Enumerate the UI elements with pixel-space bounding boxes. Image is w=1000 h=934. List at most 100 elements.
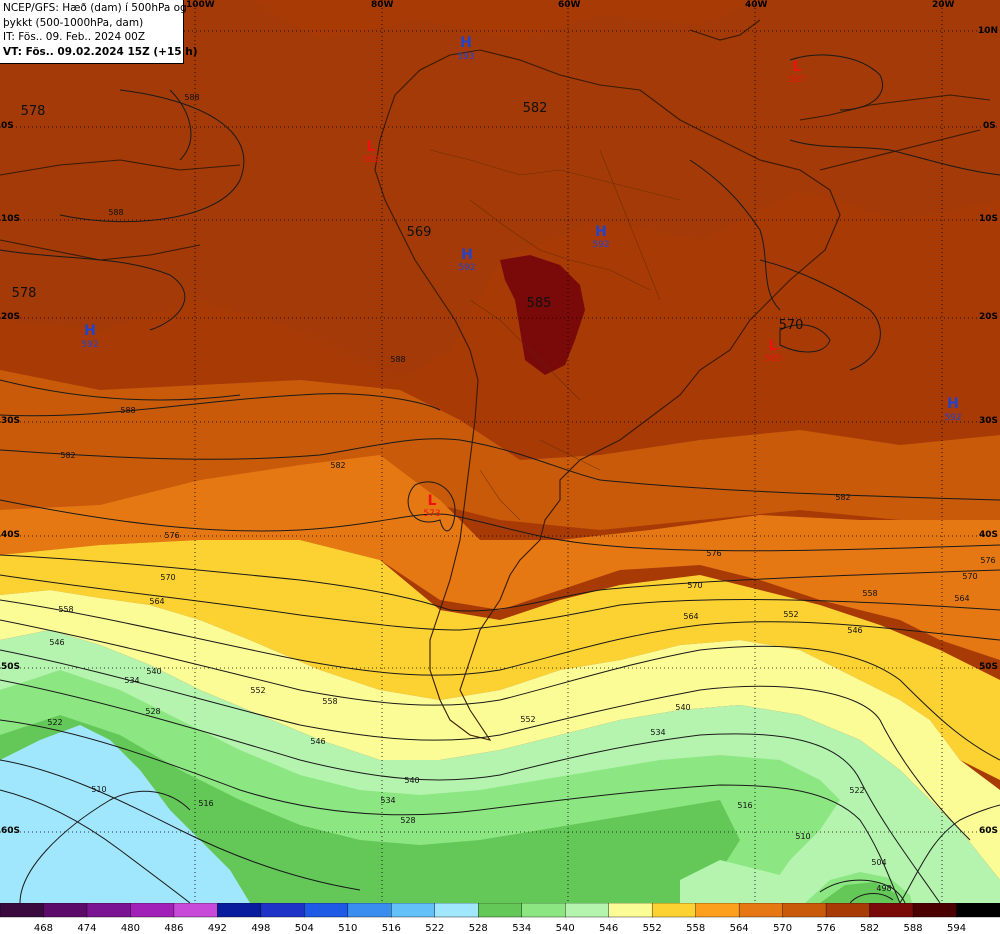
colorbar-swatch xyxy=(0,903,45,918)
contour-label: 522 xyxy=(849,786,864,795)
contour-label: 558 xyxy=(322,697,337,706)
lat-label: 20S xyxy=(1,312,21,322)
high-center-marker: H xyxy=(947,396,959,412)
valid-time: VT: Fös.. 09.02.2024 15Z (+15 h) xyxy=(3,45,198,58)
lat-label: 10S xyxy=(979,214,999,224)
high-center-value: 592 xyxy=(81,340,98,350)
lat-label: 0S xyxy=(1,121,14,131)
colorbar-tick-label: 576 xyxy=(817,923,836,934)
contour-label: 564 xyxy=(954,594,969,603)
colorbar-tick-label: 486 xyxy=(164,923,183,934)
contour-label: 588 xyxy=(120,406,135,415)
pressure-centers: H 593 H 592 H 592 H 592 H 592 L 587 L 58… xyxy=(81,35,961,519)
colorbar-swatch xyxy=(130,903,175,918)
init-time: IT: Fös.. 09. Feb.. 2024 00Z xyxy=(3,31,146,43)
colorbar-swatch xyxy=(434,903,479,918)
region-label: 569 xyxy=(407,225,432,240)
low-center-value: 582 xyxy=(362,155,379,165)
high-center-value: 592 xyxy=(592,240,609,250)
region-value-labels: 578 578 582 569 585 570 xyxy=(12,101,804,333)
map-info-box: NCEP/GFS: Hæð (dam) í 500hPa og þykkt (5… xyxy=(0,0,198,64)
lon-label: 100W xyxy=(186,0,215,10)
contour-label: 498 xyxy=(876,884,891,893)
high-center-marker: H xyxy=(461,247,473,263)
lat-label: 60S xyxy=(1,826,21,836)
colorbar-tick-label: 474 xyxy=(77,923,96,934)
weather-map: H 593 H 592 H 592 H 592 H 592 L 587 L 58… xyxy=(0,0,1000,903)
contour-label: 540 xyxy=(675,703,690,712)
high-center-value: 592 xyxy=(458,263,475,273)
lat-label: 30S xyxy=(1,416,21,426)
lat-label: 50S xyxy=(1,662,21,672)
colorbar-tick-label: 480 xyxy=(121,923,140,934)
contour-label: 552 xyxy=(520,715,535,724)
contour-label: 516 xyxy=(198,799,213,808)
low-center-value: 587 xyxy=(788,75,805,85)
contour-label: 558 xyxy=(862,589,877,598)
contour-label: 546 xyxy=(847,626,862,635)
colorbar-swatch xyxy=(478,903,523,918)
colorbar-swatch xyxy=(782,903,827,918)
colorbar-swatch xyxy=(869,903,914,918)
contour-label: 534 xyxy=(650,728,665,737)
contour-label: 522 xyxy=(47,718,62,727)
contour-label: 588 xyxy=(184,93,199,102)
contour-label: 564 xyxy=(149,597,164,606)
contour-label: 564 xyxy=(683,612,698,621)
colorbar-tick-label: 534 xyxy=(512,923,531,934)
colorbar-swatch xyxy=(347,903,393,918)
contour-label: 576 xyxy=(164,531,179,540)
colorbar-swatch xyxy=(391,903,436,918)
contour-label: 582 xyxy=(60,451,75,460)
field-description: þykkt (500-1000hPa, dam) xyxy=(3,16,144,29)
colorbar-swatch xyxy=(956,903,1000,918)
colorbar-tick-label: 582 xyxy=(860,923,879,934)
lat-label: 40S xyxy=(1,530,21,540)
low-center-value: 585 xyxy=(764,354,781,364)
colorbar-tick-label: 468 xyxy=(34,923,53,934)
colorbar-swatch xyxy=(304,903,349,918)
lat-label: 10S xyxy=(1,214,21,224)
region-label: 578 xyxy=(21,104,46,119)
high-center-marker: H xyxy=(460,35,472,51)
contour-label: 582 xyxy=(330,461,345,470)
colorbar-swatch xyxy=(738,903,784,918)
contour-label: 534 xyxy=(124,676,139,685)
contour-label: 552 xyxy=(250,686,265,695)
lat-label: 60S xyxy=(979,826,999,836)
colorbar-tick-label: 570 xyxy=(773,923,792,934)
lat-label: 40S xyxy=(979,530,999,540)
colorbar-tick-label: 552 xyxy=(643,923,662,934)
lon-label: 80W xyxy=(371,0,394,10)
colorbar-swatch xyxy=(651,903,697,918)
colorbar-tick-label: 594 xyxy=(947,923,966,934)
lon-label: 20W xyxy=(932,0,955,10)
low-center-marker: L xyxy=(428,493,437,509)
high-center-value: 592 xyxy=(944,413,961,423)
lat-label: 20S xyxy=(979,312,999,322)
lat-label: 50S xyxy=(979,662,999,672)
contour-label: 510 xyxy=(795,832,810,841)
model-title: NCEP/GFS: Hæð (dam) í 500hPa og xyxy=(3,2,187,14)
contour-label: 510 xyxy=(91,785,106,794)
contour-label: 546 xyxy=(49,638,64,647)
lat-label: 0S xyxy=(983,121,996,131)
low-center-value: 573 xyxy=(423,509,440,519)
contour-label: 570 xyxy=(160,573,175,582)
colorbar-tick-label: 540 xyxy=(556,923,575,934)
colorbar-tick-label: 564 xyxy=(730,923,749,934)
high-center-marker: H xyxy=(84,323,96,339)
colorbar-tick-label: 498 xyxy=(251,923,270,934)
contour-label: 552 xyxy=(783,610,798,619)
low-center-marker: L xyxy=(793,59,802,75)
colorbar-swatch xyxy=(43,903,88,918)
contour-label: 546 xyxy=(310,737,325,746)
low-center-marker: L xyxy=(367,139,376,155)
contour-label: 582 xyxy=(835,493,850,502)
colorbar-swatch xyxy=(217,903,262,918)
colorbar-tick-label: 492 xyxy=(208,923,227,934)
contour-label: 540 xyxy=(404,776,419,785)
colorbar-swatch xyxy=(260,903,306,918)
colorbar-tick-label: 528 xyxy=(469,923,488,934)
colorbar-swatch xyxy=(912,903,958,918)
